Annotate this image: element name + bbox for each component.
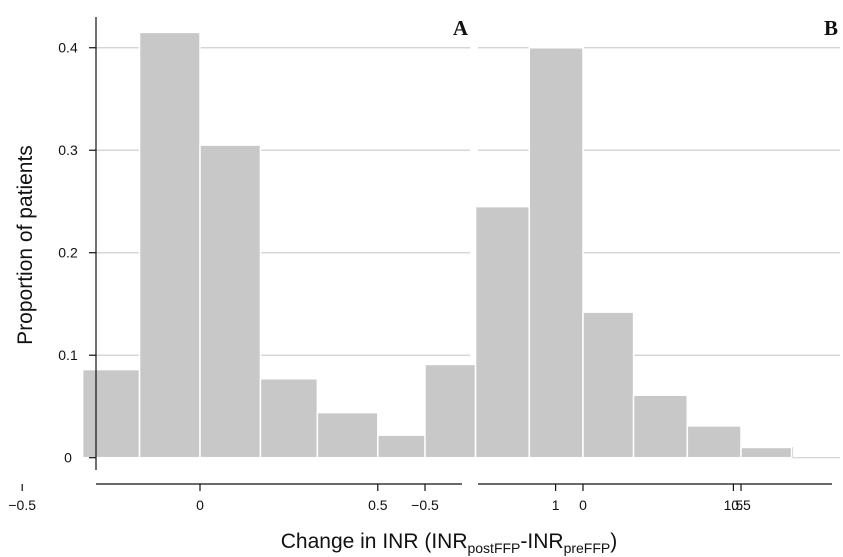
x-tick-label: 0 [579,497,587,513]
y-tick-label: 0.3 [58,142,78,158]
histogram-bar [424,363,477,459]
y-tick-label: 0.2 [58,245,78,261]
y-axis-title: Proportion of patients [14,145,37,345]
panel-label: B [824,16,838,40]
histogram-bar [582,311,635,459]
y-tick-label: 0.4 [58,40,78,56]
x-axis-title-mid: -INR [520,530,563,553]
x-tick-label: 0 [196,497,204,513]
histogram-bar [138,31,201,459]
x-axis-title-sub1: postFFP [467,540,520,556]
histogram-bar [199,144,262,459]
panel-a: 0 0.1 0.2 0.3 0.4 −0.5 0 0.5 1 1.5 A [8,16,795,513]
y-tick-label: 0.1 [58,347,78,363]
x-axis-title: Change in INR (INRpostFFP-INRpreFFP) [281,530,618,556]
y-tick-label: 0 [64,450,72,466]
x-tick-label: 0.5 [731,497,751,513]
x-tick-label: 0.5 [368,497,388,513]
x-tick-label: 1.5 [724,497,744,513]
histogram-bar [81,368,141,459]
histogram-bar [686,425,742,459]
x-axis-title-sub2: preFFP [564,540,611,556]
histogram-bar [740,446,793,459]
histogram-bar [259,378,319,459]
histogram-bar [632,394,689,459]
x-tick-label: −0.5 [8,497,36,513]
panel-label: A [453,16,469,40]
histogram-bar [316,411,379,459]
x-tick-label: −0.5 [411,497,439,513]
panel-b: −0.5 0 0.5 1 1.5 B [411,16,840,513]
histogram-bar [528,46,584,459]
x-tick-label: 1 [552,497,560,513]
x-axis-title-end: ) [610,530,617,553]
histogram-bar [474,205,531,459]
x-axis-title-main: Change in INR (INR [281,530,468,553]
